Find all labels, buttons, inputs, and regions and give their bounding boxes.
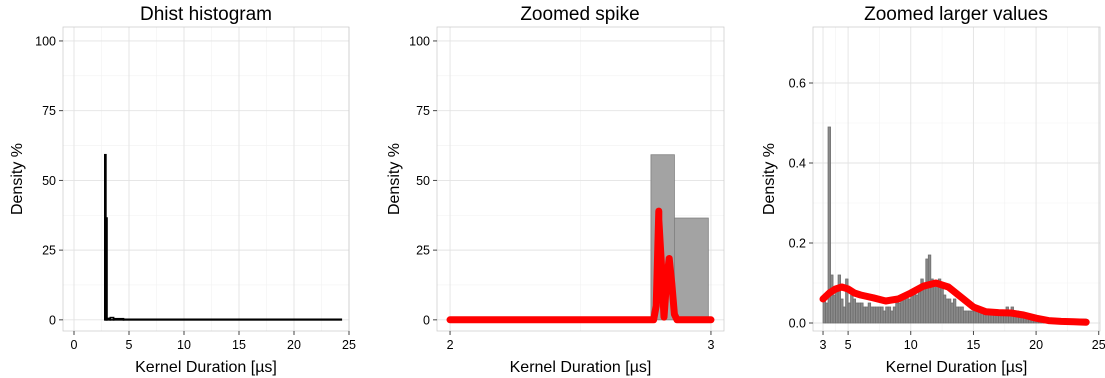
- x-tick-label: 25: [342, 338, 356, 352]
- panel-border: [436, 26, 725, 332]
- y-axis-title: Density %: [386, 143, 403, 215]
- plot-area: 0 25 50 75 100 2 3: [409, 26, 725, 352]
- x-tick-label: 25: [1092, 338, 1105, 352]
- y-tick-label: 100: [35, 34, 56, 48]
- y-tick-label: 0.6: [789, 77, 806, 91]
- panel-title: Zoomed larger values: [864, 4, 1048, 25]
- x-tick-label: 15: [966, 338, 980, 352]
- panel-title: Dhist histogram: [140, 4, 272, 25]
- x-tick-label: 5: [126, 338, 133, 352]
- y-tick-label: 25: [42, 244, 56, 258]
- y-tick-label: 75: [42, 104, 56, 118]
- panel-border: [62, 26, 350, 332]
- x-tick-label: 20: [287, 338, 301, 352]
- x-tick-label: 10: [177, 338, 191, 352]
- x-tick-label: 2: [447, 338, 454, 352]
- plot-area: 0.0 0.2 0.4 0.6 3 5 10 15 20 25: [789, 26, 1105, 352]
- y-tick-label: 50: [42, 174, 56, 188]
- y-tick-label: 0.0: [789, 317, 806, 331]
- x-tick-label: 3: [820, 338, 827, 352]
- y-tick-label: 75: [416, 104, 430, 118]
- y-tick-label: 0.2: [789, 237, 806, 251]
- y-tick-label: 0: [423, 313, 430, 327]
- plot-area: 0 25 50 75 100 0 5 10 15 20 25: [35, 26, 356, 352]
- y-tick-label: 0: [49, 313, 56, 327]
- x-tick-label: 0: [71, 338, 78, 352]
- y-tick-label: 0.4: [789, 157, 806, 171]
- x-tick-label: 3: [707, 338, 714, 352]
- y-axis-title: Density %: [761, 143, 778, 215]
- histogram-bar: [122, 318, 343, 321]
- panel-zoomed-spike: 0 25 50 75 100 2 3 Zoomed spike Kernel Duratio…: [386, 4, 725, 376]
- x-tick-label: 20: [1029, 338, 1043, 352]
- panel-background: [63, 27, 349, 331]
- panel-dhist-histogram: 0 25 50 75 100 0 5 10 15 20 25 Dhist histogram Ker…: [9, 4, 356, 376]
- x-axis-title: Kernel Duration [µs]: [135, 359, 277, 376]
- panel-background: [813, 27, 1100, 331]
- y-axis-title: Density %: [9, 143, 26, 215]
- x-axis-title: Kernel Duration [µs]: [886, 359, 1028, 376]
- x-tick-label: 10: [904, 338, 918, 352]
- x-tick-label: 15: [232, 338, 246, 352]
- panel-zoomed-larger-values: 0.0 0.2 0.4 0.6 3 5 10 15 20 25 Zoomed larger val…: [761, 4, 1105, 376]
- density-curve: [819, 279, 1090, 326]
- histogram-bar: [827, 126, 831, 324]
- x-axis-title: Kernel Duration [µs]: [510, 359, 652, 376]
- y-tick-label: 25: [416, 244, 430, 258]
- panel-border: [812, 26, 1101, 332]
- y-tick-label: 50: [416, 174, 430, 188]
- x-tick-label: 5: [845, 338, 852, 352]
- y-tick-label: 100: [409, 34, 430, 48]
- histogram-bar: [845, 278, 849, 324]
- histogram-bar: [674, 217, 709, 321]
- density-curve: [446, 207, 715, 324]
- histogram-bar: [105, 217, 108, 321]
- panel-title: Zoomed spike: [520, 4, 639, 25]
- histogram-bar: [112, 317, 125, 321]
